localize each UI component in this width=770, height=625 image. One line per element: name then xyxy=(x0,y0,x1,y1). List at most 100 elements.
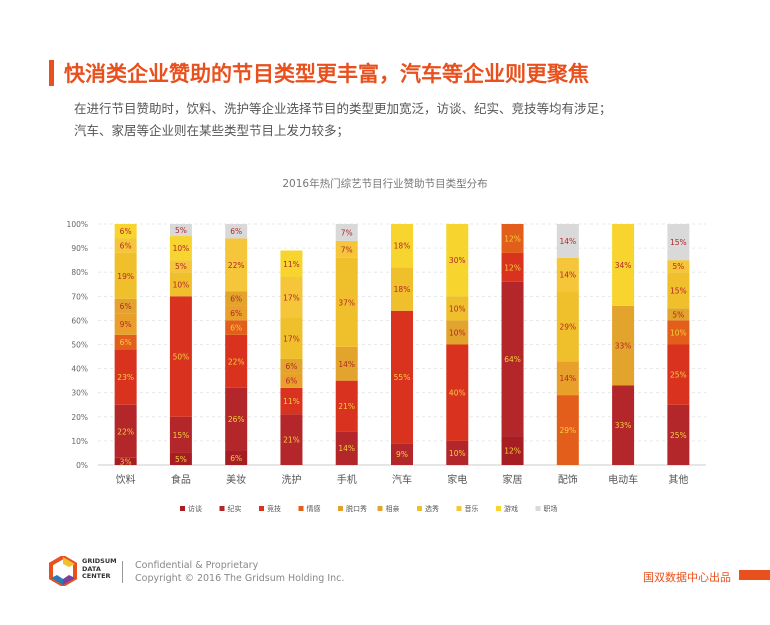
bar-segment xyxy=(391,443,413,465)
gridsum-logo-icon xyxy=(49,556,77,586)
bar-segment xyxy=(225,450,248,465)
legend-label: 情感 xyxy=(307,504,321,513)
bar-segment xyxy=(280,414,303,465)
legend-swatch xyxy=(417,506,422,511)
legend-label: 音乐 xyxy=(465,504,479,513)
bar-segment xyxy=(169,236,192,261)
bar-segment xyxy=(667,224,690,261)
bar-segment xyxy=(556,361,579,396)
bar-segment xyxy=(225,305,248,321)
bar-segment xyxy=(335,346,358,381)
bar-segment xyxy=(114,457,137,465)
bar-segment xyxy=(446,224,469,297)
x-tick-label: 其他 xyxy=(668,473,688,486)
data-label: 55% xyxy=(394,373,411,382)
data-label: 26% xyxy=(228,415,245,424)
data-label: 33% xyxy=(615,421,632,430)
bar-segment xyxy=(169,272,192,297)
bar-segment xyxy=(114,334,137,350)
data-label: 18% xyxy=(394,242,411,251)
data-label: 6% xyxy=(230,295,242,304)
bar-segment xyxy=(225,320,248,335)
bar-segment xyxy=(501,224,524,253)
data-label: 25% xyxy=(670,431,687,440)
legend-swatch xyxy=(377,506,383,511)
copyright-text: Copyright © 2016 The Gridsum Holding Inc… xyxy=(135,573,345,584)
y-tick-label: 10% xyxy=(71,437,88,446)
bar-segment xyxy=(501,252,524,282)
publisher-accent-bar xyxy=(739,570,770,580)
bar-segment xyxy=(446,320,469,345)
y-tick-label: 40% xyxy=(71,365,88,374)
bar-segment xyxy=(556,224,579,258)
data-label: 30% xyxy=(449,256,466,265)
data-label: 7% xyxy=(341,245,353,254)
x-tick-label: 汽车 xyxy=(392,473,412,486)
data-label: 6% xyxy=(120,227,132,236)
bar-segment xyxy=(114,349,137,405)
data-label: 5% xyxy=(175,262,187,271)
bar-segment xyxy=(391,310,413,444)
data-label: 11% xyxy=(283,260,300,269)
data-label: 15% xyxy=(670,238,687,247)
legend-label: 游戏 xyxy=(504,504,518,513)
data-label: 19% xyxy=(117,272,134,281)
bar-segment xyxy=(225,334,248,388)
bar-segment xyxy=(391,224,413,268)
bar-segment xyxy=(446,344,469,441)
footer-divider xyxy=(122,561,123,583)
bar-segment xyxy=(225,387,248,451)
data-label: 17% xyxy=(283,334,300,343)
data-label: 29% xyxy=(559,322,576,331)
bar-segment xyxy=(612,305,635,386)
data-label: 5% xyxy=(672,262,684,271)
subtitle-line-2: 汽车、家居等企业则在某些类型节目上发力较多； xyxy=(74,123,350,138)
data-label: 10% xyxy=(449,328,466,337)
bar-segment xyxy=(169,296,192,417)
bar-segment xyxy=(280,250,303,278)
data-label: 9% xyxy=(396,450,408,459)
y-tick-label: 100% xyxy=(67,220,88,229)
bar-segment xyxy=(446,440,469,465)
bar-segment xyxy=(667,308,690,321)
data-label: 14% xyxy=(338,444,355,453)
bar-segment xyxy=(169,224,192,237)
data-label: 10% xyxy=(173,280,190,289)
legend-swatch xyxy=(456,506,462,511)
x-tick-label: 家居 xyxy=(503,473,523,486)
bar-segment xyxy=(556,395,579,465)
x-tick-label: 家电 xyxy=(447,473,467,486)
legend-swatch xyxy=(338,506,343,511)
y-tick-label: 50% xyxy=(71,341,88,350)
bar-segment xyxy=(280,358,303,374)
data-label: 6% xyxy=(230,309,242,318)
bar-segment xyxy=(280,317,303,359)
bar-segment xyxy=(612,385,635,465)
data-label: 12% xyxy=(504,447,521,456)
legend-label: 相亲 xyxy=(386,504,400,513)
data-label: 33% xyxy=(615,342,632,351)
bar-segment xyxy=(335,240,358,258)
data-label: 25% xyxy=(670,371,687,380)
legend-label: 脱口秀 xyxy=(346,504,367,513)
data-label: 14% xyxy=(338,360,355,369)
bar-segment xyxy=(667,260,690,273)
data-label: 10% xyxy=(449,449,466,458)
data-label: 22% xyxy=(117,427,134,436)
y-tick-label: 70% xyxy=(71,292,88,301)
confidential-text: Confidential & Proprietary xyxy=(135,560,259,571)
data-label: 40% xyxy=(449,389,466,398)
data-label: 6% xyxy=(230,227,242,236)
data-label: 21% xyxy=(283,436,300,445)
x-tick-label: 食品 xyxy=(171,473,191,486)
bar-segment xyxy=(114,252,137,299)
bar-segment xyxy=(335,224,358,241)
data-label: 14% xyxy=(559,374,576,383)
bar-segment xyxy=(335,380,358,432)
chart-title: 2016年热门综艺节目行业赞助节目类型分布 xyxy=(282,178,488,190)
x-tick-label: 美妆 xyxy=(226,473,246,486)
data-label: 10% xyxy=(173,244,190,253)
bar-segment xyxy=(280,277,303,318)
data-label: 11% xyxy=(283,397,300,406)
y-tick-label: 0% xyxy=(76,461,88,470)
